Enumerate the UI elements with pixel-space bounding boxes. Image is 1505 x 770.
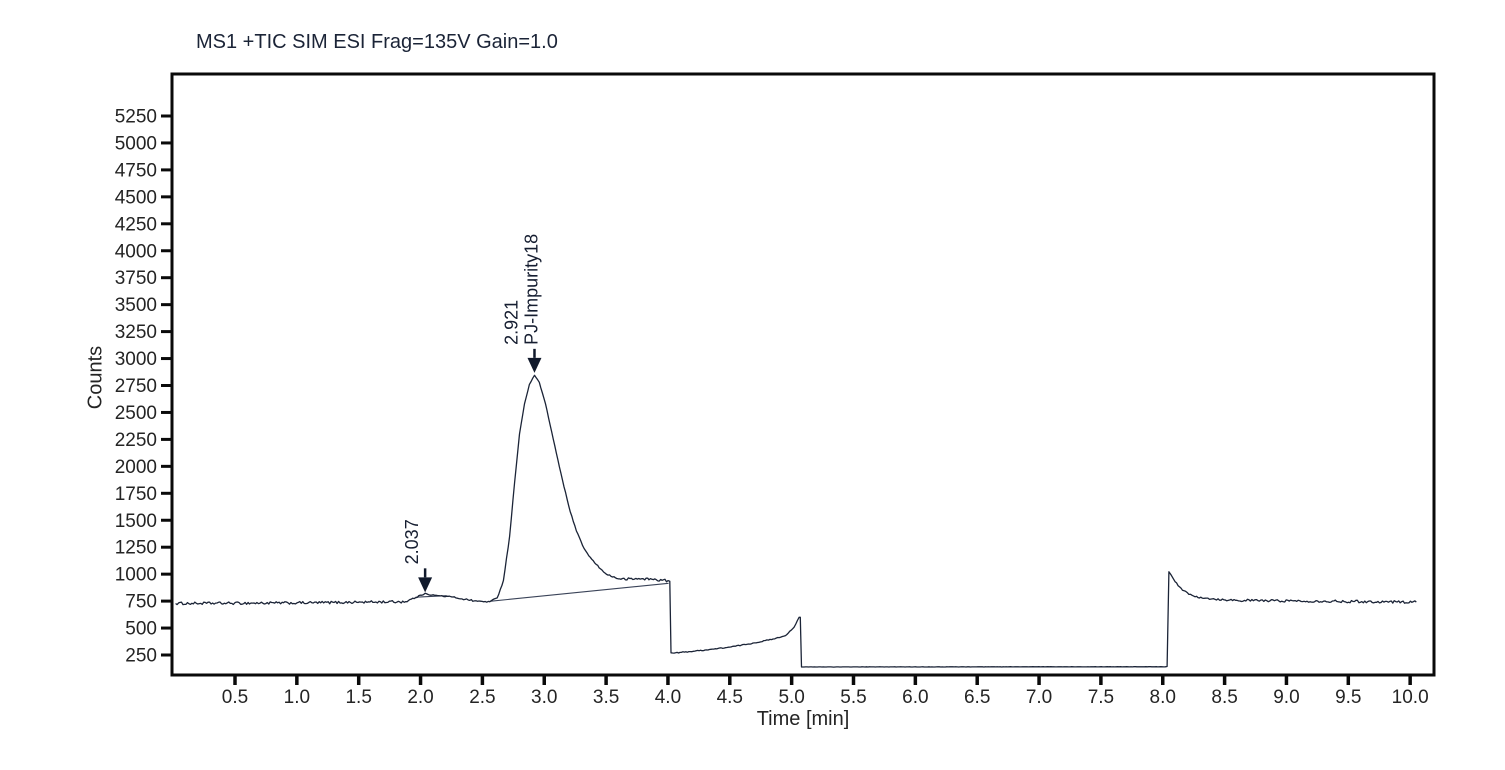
x-tick-label: 6.0: [902, 687, 928, 708]
x-tick-label: 5.5: [840, 687, 866, 708]
y-tick-label: 4500: [115, 187, 157, 208]
y-tick-label: 5000: [115, 133, 157, 154]
x-tick-label: 7.0: [1026, 687, 1052, 708]
y-tick-label: 2500: [115, 403, 157, 424]
x-axis-ticks: 0.5 1.0 1.5 2.0 2.5 3.0 3.5 4.0 4.5 5.0 5.5 6.0 6.5 7…: [222, 676, 1429, 708]
x-tick-label: 1.5: [345, 687, 371, 708]
peak-arrow-icon: [527, 357, 542, 373]
peak-compound-label: PJ-Impurity18: [521, 234, 541, 345]
y-tick-label: 500: [125, 619, 157, 640]
y-tick-label: 1500: [115, 511, 157, 532]
plot-frame: [170, 72, 1436, 677]
x-tick-label: 4.0: [655, 687, 681, 708]
x-tick-label: 9.5: [1335, 687, 1361, 708]
y-tick-label: 5250: [115, 107, 157, 128]
y-tick-label: 3000: [115, 349, 157, 370]
x-tick-label: 2.0: [407, 687, 433, 708]
x-tick-label: 10.0: [1392, 687, 1429, 708]
y-tick-label: 1250: [115, 538, 157, 559]
peak-annotation: 2.921 PJ-Impurity18: [501, 234, 542, 373]
tic-trace-line: [175, 374, 1417, 668]
y-tick-label: 4750: [115, 160, 157, 181]
y-tick-label: 2250: [115, 430, 157, 451]
peak-annotation: 2.037: [402, 519, 433, 593]
y-tick-label: 2000: [115, 457, 157, 478]
chart-title: MS1 +TIC SIM ESI Frag=135V Gain=1.0: [196, 31, 558, 53]
y-tick-label: 3500: [115, 295, 157, 316]
y-tick-label: 2750: [115, 376, 157, 397]
x-axis-title: Time [min]: [756, 708, 850, 730]
y-tick-label: 3250: [115, 322, 157, 343]
y-tick-label: 750: [125, 592, 157, 613]
x-tick-label: 8.0: [1150, 687, 1176, 708]
y-tick-label: 250: [125, 646, 157, 667]
y-tick-label: 4250: [115, 214, 157, 235]
x-tick-label: 8.5: [1211, 687, 1237, 708]
peak-retention-time-label: 2.921: [501, 300, 521, 345]
x-tick-label: 0.5: [222, 687, 248, 708]
x-tick-label: 2.5: [469, 687, 495, 708]
y-axis-ticks: 250 500 750 1000 1250 1500 1750 2000 2250 2500 275…: [115, 107, 172, 667]
y-tick-label: 1000: [115, 565, 157, 586]
y-tick-label: 4000: [115, 241, 157, 262]
peak-arrow-icon: [418, 577, 433, 593]
x-tick-label: 1.0: [284, 687, 310, 708]
x-tick-label: 5.0: [778, 687, 804, 708]
x-tick-label: 6.5: [964, 687, 990, 708]
x-tick-label: 3.0: [531, 687, 557, 708]
x-tick-label: 9.0: [1273, 687, 1299, 708]
integration-baseline: [489, 582, 669, 602]
peak-retention-time-label: 2.037: [402, 519, 422, 564]
y-tick-label: 3750: [115, 268, 157, 289]
x-tick-label: 3.5: [593, 687, 619, 708]
x-tick-label: 7.5: [1088, 687, 1114, 708]
x-tick-label: 4.5: [717, 687, 743, 708]
y-tick-label: 1750: [115, 484, 157, 505]
